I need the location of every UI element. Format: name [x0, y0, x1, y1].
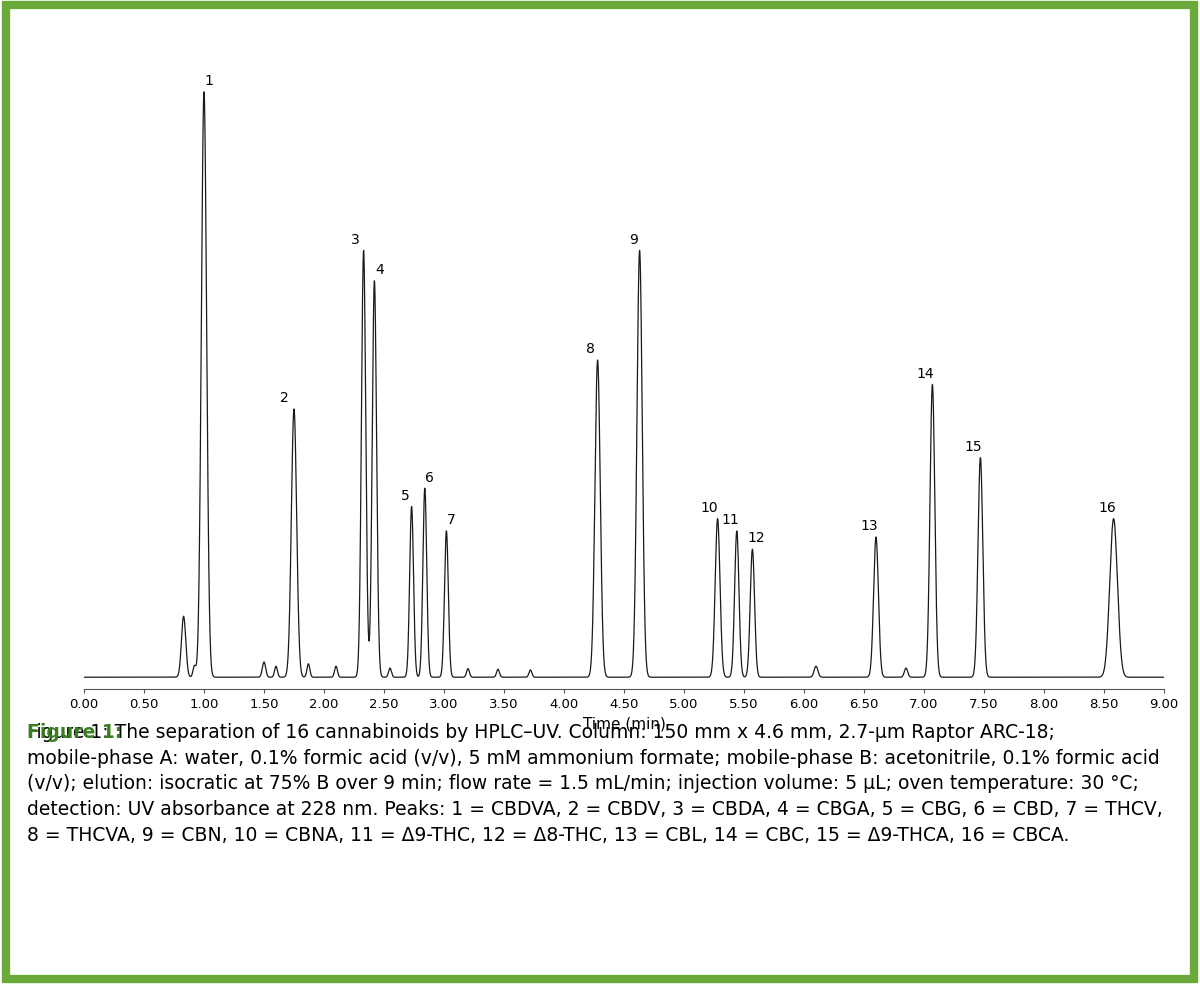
Text: Figure 1: The separation of 16 cannabinoids by HPLC–UV. Column: 150 mm x 4.6 mm,: Figure 1: The separation of 16 cannabino… [28, 723, 1163, 845]
Text: 12: 12 [748, 531, 764, 545]
Text: 11: 11 [722, 514, 739, 527]
X-axis label: Time (min): Time (min) [582, 716, 666, 731]
Text: 7: 7 [446, 514, 456, 527]
Text: 16: 16 [1099, 501, 1116, 515]
Text: 4: 4 [374, 263, 384, 277]
Text: 1: 1 [204, 74, 214, 89]
Text: 2: 2 [280, 392, 289, 405]
Text: 3: 3 [350, 232, 360, 247]
Text: 15: 15 [965, 440, 982, 454]
Text: 9: 9 [629, 232, 638, 247]
Text: Figure 1:: Figure 1: [28, 723, 122, 742]
Text: 5: 5 [401, 489, 410, 503]
Text: 8: 8 [586, 342, 595, 356]
Text: 14: 14 [917, 367, 934, 381]
Text: 10: 10 [701, 501, 718, 515]
Text: 13: 13 [860, 520, 877, 533]
Text: 6: 6 [425, 470, 434, 484]
